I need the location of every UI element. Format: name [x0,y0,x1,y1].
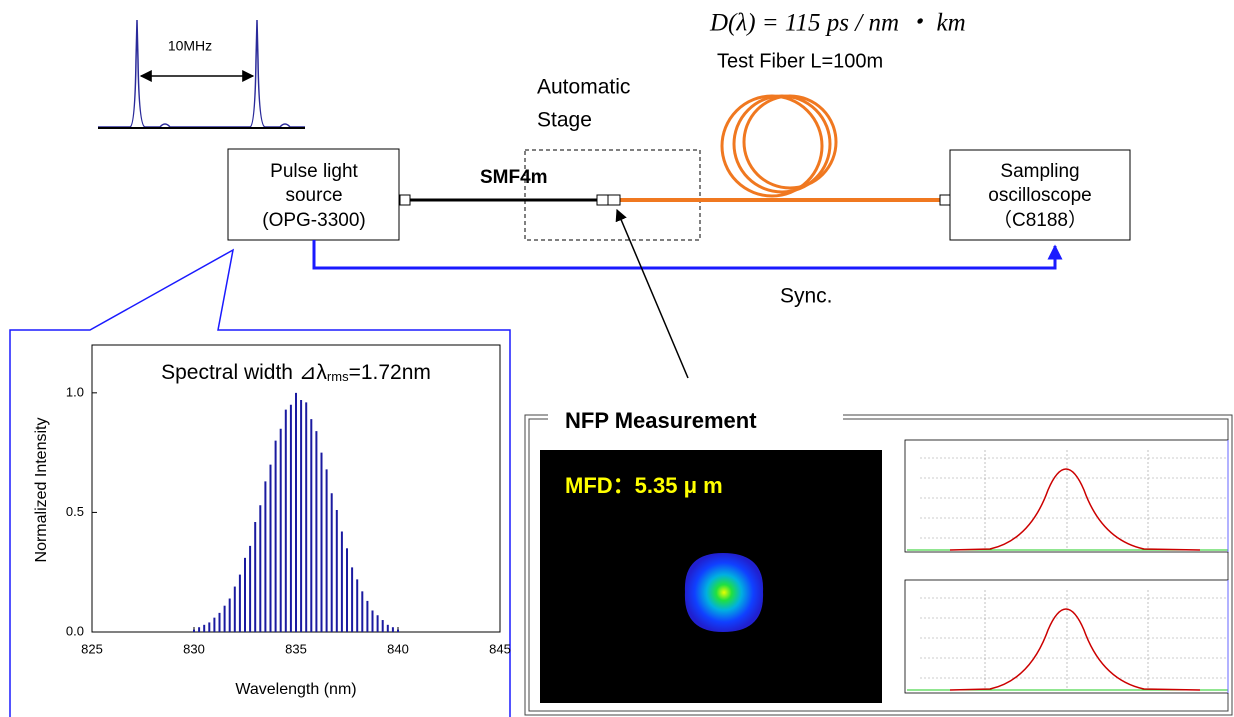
sync-label: Sync. [780,285,833,308]
y-tick-label: 0.5 [66,504,84,519]
nfp-title: NFP Measurement [565,408,757,433]
smf-label: SMF4m [480,167,548,188]
connector [607,194,621,206]
scope-label: （C8188） [993,209,1087,231]
profile-plot [904,439,1229,694]
scope-box [949,149,1131,241]
scope-label: oscilloscope [988,185,1092,206]
fiber-coil [720,94,838,198]
connector [939,194,951,206]
chart-title: Spectral width ⊿λrms=1.72nm [161,361,431,385]
x-tick-label: 840 [387,641,409,656]
nfp-frame [524,414,1233,716]
title-subscript: rms [327,369,349,384]
source-label: source [285,185,342,206]
dispersion-formula: D(λ) = 115 ps / nm ・ km [709,10,966,37]
source-label: Pulse light [270,161,358,182]
x-tick-label: 845 [489,641,511,656]
x-tick-label: 835 [285,641,307,656]
stage-label: Stage [537,109,592,132]
y-tick-label: 1.0 [66,384,84,399]
y-axis-label: Normalized Intensity [33,418,50,563]
x-axis-label: Wavelength (nm) [235,681,356,698]
callout-frame [9,248,511,717]
connector [399,194,411,206]
mfd-label: MFD：5.35 μ m [565,473,723,498]
title-part: =1.72nm [349,361,431,384]
x-tick-label: 830 [183,641,205,656]
source-box [227,148,400,241]
connector [596,194,609,206]
fiber-label: Test Fiber L=100m [717,50,883,72]
scope-label: Sampling [1000,161,1079,182]
mode-spot [684,553,764,632]
spacing-label: 10MHz [168,38,212,54]
sync-line [312,240,1063,270]
mini-spectrum [98,19,305,129]
stage-box [524,149,701,241]
y-tick-label: 0.0 [66,623,84,638]
source-label: (OPG-3300) [262,210,365,231]
x-tick-label: 825 [81,641,103,656]
nfp-title-bg [548,408,843,436]
nfp-frame [528,418,1229,712]
pointer-arrow [615,208,689,379]
stage-label: Automatic [537,76,630,99]
title-part: Spectral width ⊿λ [161,361,327,384]
spectrum-chart: Spectral width ⊿λrms=1.72nm Wavelength (… [33,344,511,698]
